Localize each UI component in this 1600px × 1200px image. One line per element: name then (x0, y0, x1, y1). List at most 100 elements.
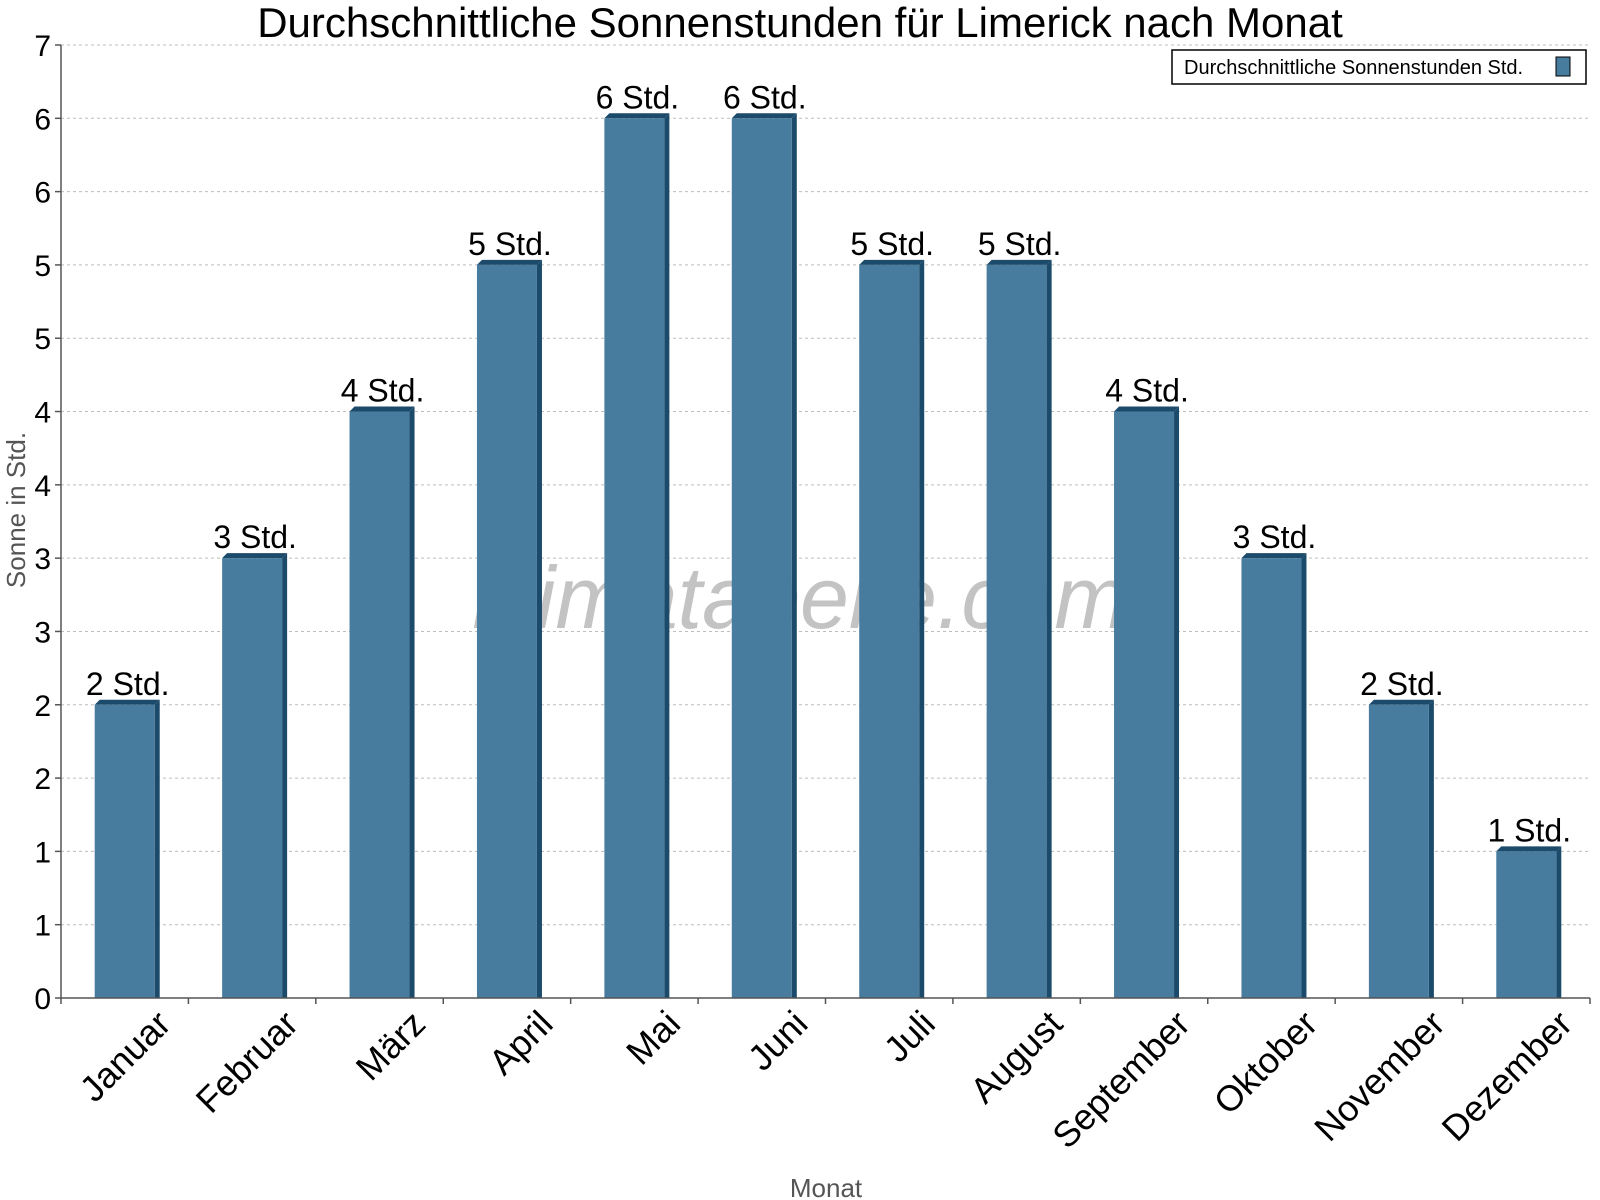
bar (476, 259, 542, 998)
bar-side (282, 553, 288, 998)
bar (604, 113, 670, 999)
bar-face (986, 264, 1047, 998)
data-label: 3 Std. (1233, 519, 1317, 555)
bars (94, 113, 1562, 999)
bar-top (859, 259, 925, 265)
bar-face (94, 704, 155, 998)
data-label: 6 Std. (596, 79, 680, 115)
bar-top (476, 259, 542, 265)
bar-top (1241, 553, 1307, 559)
bar (731, 113, 797, 999)
bar-top (94, 699, 160, 705)
bar (1368, 699, 1434, 998)
bar-top (1368, 699, 1434, 705)
bar-top (986, 259, 1052, 265)
bar-side (664, 113, 670, 999)
bar-side (1046, 259, 1052, 998)
y-tick-label: 4 (34, 470, 51, 503)
x-tick-label: Juni (740, 1003, 816, 1079)
data-label: 4 Std. (1105, 373, 1189, 409)
y-tick-label: 4 (34, 397, 51, 430)
data-label: 2 Std. (86, 666, 170, 702)
y-tick-label: 5 (34, 323, 51, 356)
x-tick-label: Juli (876, 1003, 943, 1070)
bar-side (1556, 846, 1562, 998)
data-label: 1 Std. (1487, 812, 1571, 848)
y-tick-label: 5 (34, 250, 51, 283)
bar-face (1496, 851, 1557, 998)
x-tick-label: März (348, 1003, 434, 1089)
data-labels: 2 Std. 3 Std. 4 Std. 5 Std. 6 Std. 6 Std. 5 St… (86, 79, 1571, 848)
bar-top (222, 553, 288, 559)
y-tick-label: 1 (34, 836, 51, 869)
x-tick-label: Januar (72, 1003, 179, 1110)
data-label: 4 Std. (341, 373, 425, 409)
legend: Durchschnittliche Sonnenstunden Std. (1171, 49, 1587, 85)
bar-top (1496, 846, 1562, 852)
y-tick-label: 0 (34, 983, 51, 1016)
y-tick-label: 3 (34, 616, 51, 649)
bar-top (349, 406, 415, 412)
bar-face (604, 118, 665, 999)
bar (1114, 406, 1180, 998)
data-label: 6 Std. (723, 79, 807, 115)
y-tick-label: 1 (34, 910, 51, 943)
x-tick-label: Februar (188, 1003, 306, 1121)
data-label: 5 Std. (468, 226, 552, 262)
bar-top (731, 113, 797, 119)
bar (1496, 846, 1562, 998)
bar-top (604, 113, 670, 119)
bar-face (349, 411, 410, 998)
bar-side (1301, 553, 1307, 998)
data-label: 2 Std. (1360, 666, 1444, 702)
x-axis-title: Monat (790, 1173, 863, 1200)
x-tick-label: April (481, 1003, 561, 1083)
bar-face (859, 264, 920, 998)
x-tick-label: September (1044, 1003, 1198, 1157)
y-axis-title: Sonne in Std. (1, 432, 31, 588)
data-label: 5 Std. (978, 226, 1062, 262)
bar-side (791, 113, 797, 999)
bar (986, 259, 1052, 998)
bar-face (222, 558, 283, 998)
y-tick-label: 3 (34, 543, 51, 576)
bar (222, 553, 288, 998)
bar-side (536, 259, 542, 998)
y-tick-label: 2 (34, 763, 51, 796)
bar (859, 259, 925, 998)
grid-lines (61, 44, 1590, 926)
x-tick-label: August (962, 1003, 1070, 1111)
y-tick-labels: 0 1 1 2 2 3 3 4 4 5 5 6 6 7 (34, 30, 51, 1016)
bar (349, 406, 415, 998)
bar-face (731, 118, 792, 999)
bar-side (154, 699, 160, 998)
chart-title: Durchschnittliche Sonnenstunden für Lime… (257, 0, 1343, 46)
y-tick-label: 6 (34, 103, 51, 136)
bar-face (476, 264, 537, 998)
x-tick-labels: Januar Februar März April Mai Juni Juli AugustS… (72, 1003, 1580, 1157)
axes (55, 44, 1591, 1004)
bar-side (409, 406, 415, 998)
x-tick-label: November (1306, 1003, 1452, 1149)
legend-label: Durchschnittliche Sonnenstunden Std. (1184, 57, 1523, 79)
bar (94, 699, 160, 998)
bar-face (1114, 411, 1175, 998)
bar-side (1174, 406, 1180, 998)
data-label: 3 Std. (213, 519, 297, 555)
y-tick-label: 7 (34, 30, 51, 63)
legend-swatch (1555, 56, 1571, 77)
bar-side (1428, 699, 1434, 998)
bar (1241, 553, 1307, 998)
bar-side (919, 259, 925, 998)
bar-face (1368, 704, 1429, 998)
x-tick-label: Oktober (1206, 1003, 1326, 1123)
bar-face (1241, 558, 1302, 998)
x-tick-label: Dezember (1434, 1003, 1580, 1149)
x-tick-label: Mai (618, 1003, 688, 1073)
y-tick-label: 6 (34, 177, 51, 210)
bar-top (1114, 406, 1180, 412)
legend-box (1171, 49, 1587, 85)
data-label: 5 Std. (850, 226, 934, 262)
y-tick-label: 2 (34, 690, 51, 723)
